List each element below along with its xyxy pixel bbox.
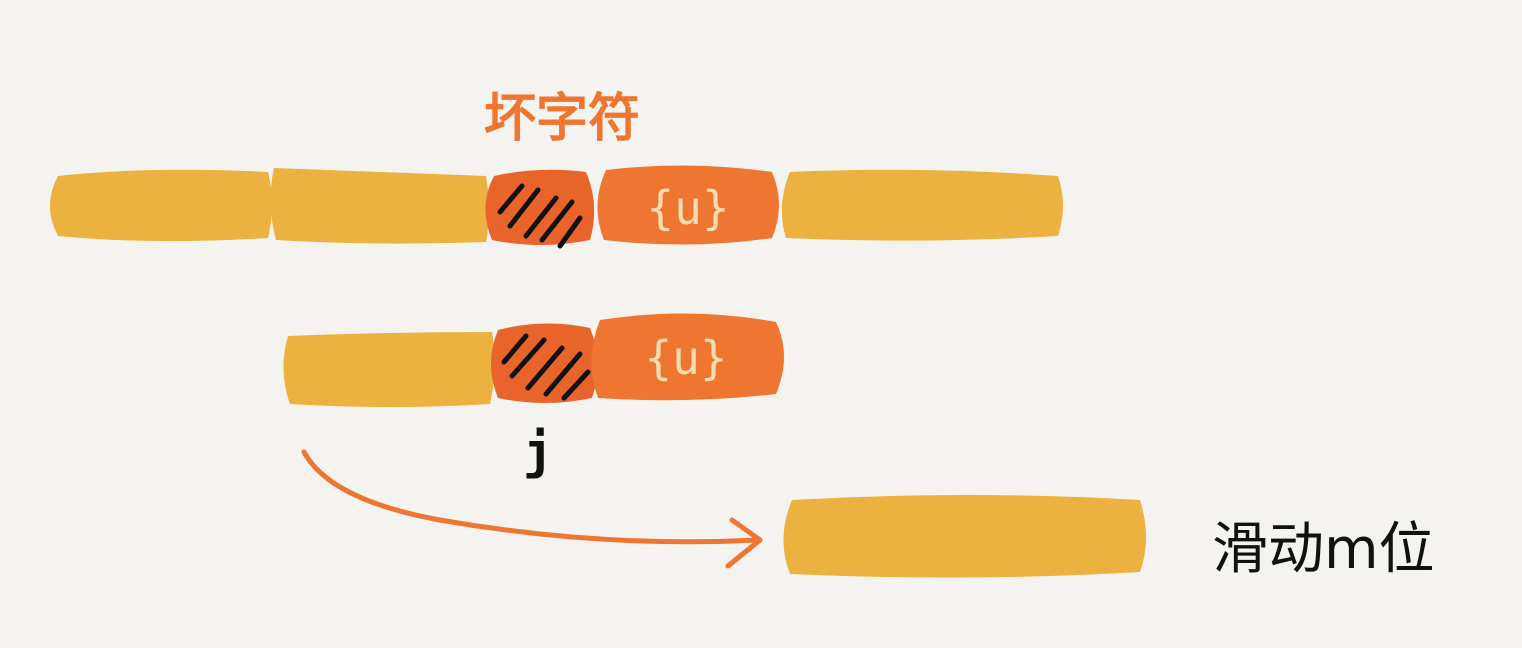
bad-char-cell-pattern (491, 323, 598, 403)
bad-char-label: 坏字符 (484, 89, 640, 149)
main-string-block-2 (270, 168, 489, 244)
good-suffix-cell-pattern: {u} (591, 313, 784, 401)
main-string-block-tail (781, 169, 1063, 241)
slide-arrow-head (725, 517, 763, 569)
main-string-block-1 (50, 169, 272, 242)
hatch-lines-top (497, 183, 583, 249)
slide-arrow-shaft (301, 449, 761, 545)
index-j-label: j (523, 422, 553, 480)
good-suffix-text-pattern: {u} (644, 331, 727, 385)
slide-label: 滑动m位 (1212, 517, 1435, 582)
hatch-lines-pattern (501, 333, 591, 401)
good-suffix-text-top: {u} (646, 181, 729, 235)
pattern-block-1 (283, 332, 495, 407)
shifted-pattern-block (783, 495, 1146, 578)
main-string: {u} (50, 165, 1063, 249)
pattern-string: {u} (283, 313, 784, 407)
slide-arrow (301, 449, 763, 569)
bad-char-cell-top (485, 169, 595, 249)
good-suffix-cell-top: {u} (597, 165, 779, 245)
